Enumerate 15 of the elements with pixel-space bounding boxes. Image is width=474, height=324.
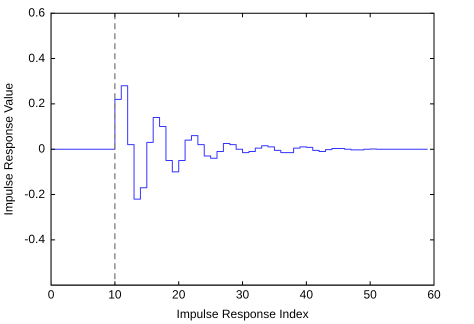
x-tick-label: 30 [236,288,250,302]
y-tick-label: 0 [38,142,46,156]
x-axis-title: Impulse Response Index [176,307,309,322]
x-tick-label: 60 [427,288,441,302]
y-tick-label: -0.2 [24,186,46,201]
x-tick-label: 40 [300,288,314,302]
y-axis-title: Impulse Response Value [2,82,16,216]
y-tick-label: 0.2 [28,96,46,110]
y-tick-label: 0.4 [28,50,46,65]
x-tick-label: 0 [48,288,55,302]
y-tick-label: 0.6 [28,6,46,20]
x-tick-label: 50 [364,288,378,302]
x-tick-label: 10 [108,288,122,302]
y-tick-label: -0.4 [24,232,46,246]
x-tick-label: 20 [172,288,186,302]
